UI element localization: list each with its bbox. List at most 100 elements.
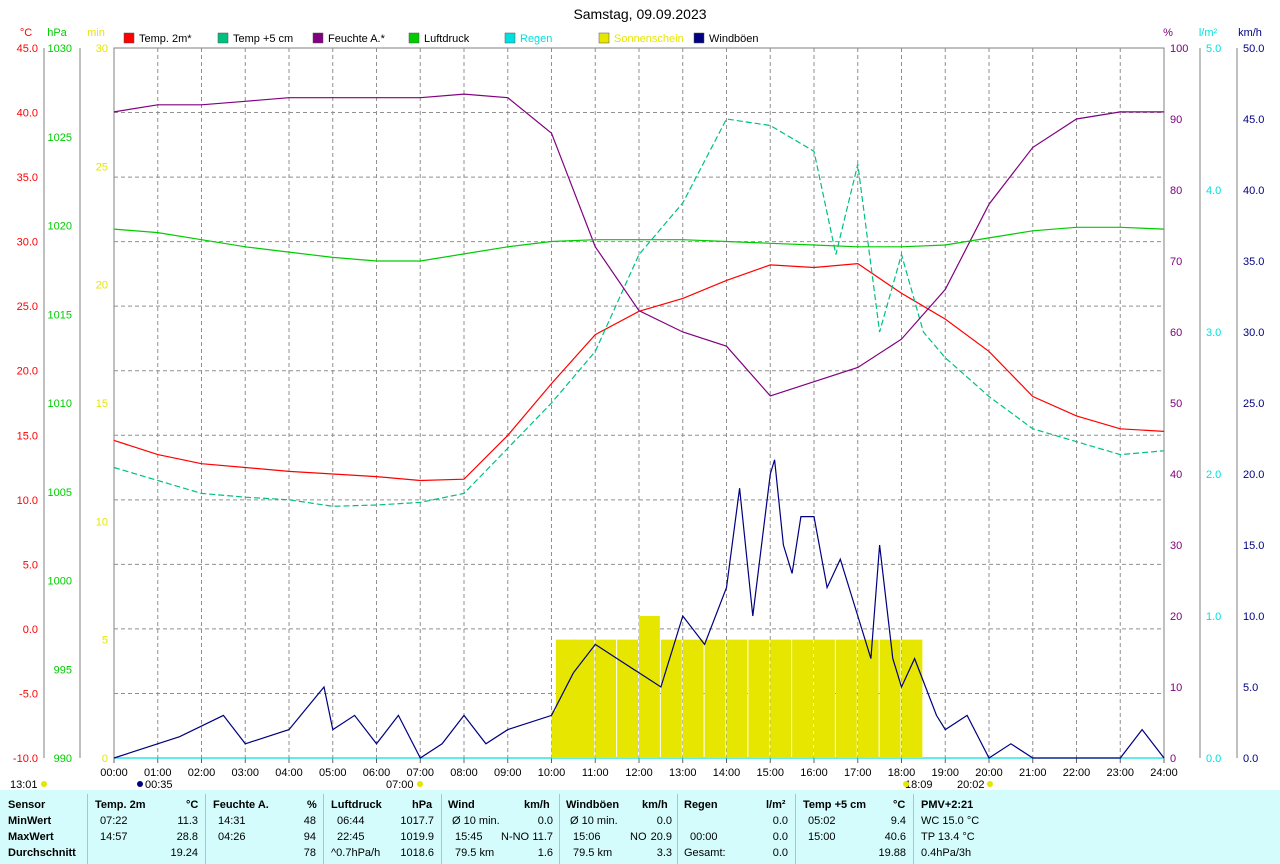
temp-min-time: 07:22 [100,815,128,827]
col-separator [87,794,88,864]
kmh-tick-label: 50.0 [1243,43,1264,55]
wind-avg-value: 1.6 [537,847,553,859]
marker-label: 18:09 [905,779,933,790]
marker-label: 20:02 [957,779,985,790]
hum-max-value: 94 [303,831,316,843]
hum-max-time: 04:26 [218,831,246,843]
right-axis-unit: km/h [1238,27,1262,39]
hour-tick-label: 19:00 [931,767,959,779]
col-separator [205,794,206,864]
kmh-tick-label: 0.0 [1243,753,1258,765]
gust-row0-value: 0.0 [656,815,672,827]
legend-swatch [408,32,420,44]
gust-row0-label: Ø 10 min. [570,815,618,827]
temp-tick-label: 5.0 [23,559,38,571]
legend-swatch [598,32,610,44]
row-label-min: MinWert [8,815,52,827]
kmh-tick-label: 35.0 [1243,256,1264,268]
temp-tick-label: -10.0 [13,753,38,765]
rain-row0-value: 0.0 [772,815,788,827]
kmh-tick-label: 45.0 [1243,114,1264,126]
rain-tick-label: 5.0 [1206,43,1221,55]
press-trend: ^0.7hPa/h [331,847,381,859]
left-axis-unit: °C [20,27,32,39]
humidity-tick-label: 0 [1170,753,1176,765]
temp-tick-label: 35.0 [17,172,38,184]
hum-avg-value: 78 [303,847,316,859]
temp-tick-label: -5.0 [19,688,38,700]
temp-tick-label: 30.0 [17,237,38,249]
header-press: Luftdruck [331,799,382,811]
temp5-avg-value: 19.88 [878,847,906,859]
sunshine-bar [857,639,879,758]
hpa-tick-label: 1005 [48,487,72,499]
series-line-luftdruck [113,226,1165,262]
hour-tick-label: 11:00 [582,767,609,779]
hpa-tick-label: 1015 [48,309,72,321]
header-temp-unit: °C [186,799,199,811]
hum-min-value: 48 [303,815,316,827]
hpa-tick-label: 1020 [48,221,72,233]
sunshine-bar [770,639,792,758]
legend-label: Luftdruck [424,33,470,45]
col-separator [795,794,796,864]
rain-tick-label: 4.0 [1206,185,1221,197]
header-rain: Regen [684,799,718,811]
temp5-max-time: 15:00 [808,831,836,843]
legend-label: Regen [520,33,552,45]
marker-dot [137,781,143,787]
col-separator [323,794,324,864]
hour-tick-label: 21:00 [1019,767,1047,779]
header-temp5: Temp +5 cm [803,799,867,811]
gust-max-value: 20.9 [650,831,672,843]
legend-label: Windböen [709,33,759,45]
humidity-tick-label: 80 [1170,185,1182,197]
sunshine-bar [595,639,617,758]
kmh-tick-label: 15.0 [1243,540,1264,552]
humidity-tick-label: 30 [1170,540,1182,552]
gust-distance: 79.5 km [573,847,613,859]
header-wind-unit: km/h [524,799,550,811]
row-label-max: MaxWert [8,831,54,843]
hour-tick-label: 14:00 [713,767,741,779]
rain-tick-label: 1.0 [1206,611,1221,623]
left-axis-unit: hPa [47,27,67,39]
header-hum: Feuchte A. [213,799,269,811]
gust-max-time: 15:06 [573,831,601,843]
min-tick-label: 20 [96,280,108,292]
legend-swatch [504,32,516,44]
temp-tick-label: 0.0 [23,624,38,636]
hpa-tick-label: 1010 [48,398,72,410]
hpa-tick-label: 990 [54,753,72,765]
header-press-unit: hPa [412,799,433,811]
hour-tick-label: 08:00 [450,767,478,779]
kmh-tick-label: 5.0 [1243,682,1258,694]
sunshine-bar [617,639,638,758]
col-separator [913,794,914,864]
header-wind: Wind [448,799,475,811]
humidity-tick-label: 10 [1170,682,1182,694]
header-hum-unit: % [307,799,317,811]
series-line-windb-en [113,459,1165,759]
press-min-time: 06:44 [337,815,365,827]
wind-max-dir: N-NO [501,831,530,843]
header-rain-unit: l/m² [766,799,786,811]
sunshine-bar [682,639,704,758]
header-gust: Windböen [566,799,620,811]
sunshine-bar [814,639,835,758]
press-avg-value: 1018.6 [400,847,434,859]
min-tick-label: 15 [96,398,108,410]
sunshine-bar [835,639,857,758]
sunshine-bar [660,639,682,758]
kmh-tick-label: 40.0 [1243,185,1264,197]
sunshine-bar [748,639,770,758]
min-tick-label: 5 [102,635,108,647]
col-separator [441,794,442,864]
hour-tick-label: 02:00 [188,767,216,779]
legend-label: Temp +5 cm [233,33,293,45]
hpa-tick-label: 1030 [48,43,72,55]
hpa-tick-label: 995 [54,664,72,676]
hour-tick-label: 12:00 [625,767,653,779]
sunshine-bar [639,616,660,758]
marker-label: 13:01 [10,779,38,790]
